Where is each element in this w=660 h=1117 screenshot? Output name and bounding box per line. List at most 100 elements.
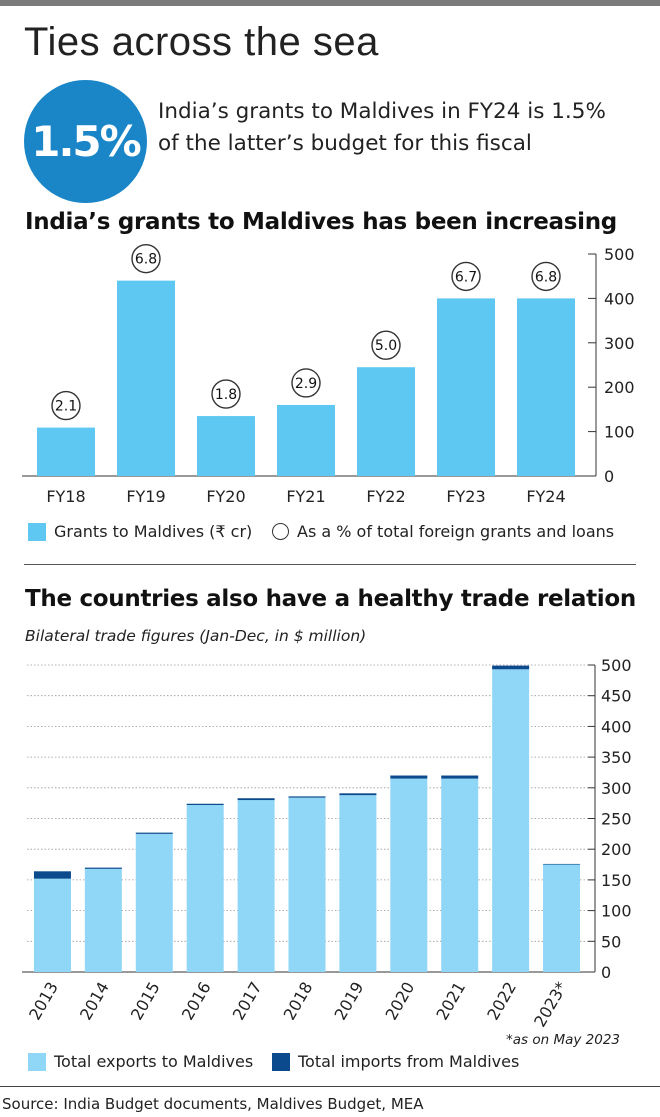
grants-y-tick-label: 100 bbox=[604, 423, 635, 442]
trade-exports-bar bbox=[84, 868, 122, 972]
highlight-circle: 1.5% bbox=[24, 80, 147, 203]
grants-x-tick-label: FY21 bbox=[286, 487, 325, 506]
trade-y-tick-label: 100 bbox=[601, 902, 632, 921]
trade-imports-bar bbox=[339, 793, 377, 796]
trade-x-tick-label: 2017 bbox=[229, 979, 266, 1024]
trade-y-tick-label: 400 bbox=[601, 717, 632, 736]
top-rule bbox=[0, 0, 660, 6]
trade-exports-bar bbox=[441, 778, 479, 972]
trade-x-tick-label: 2018 bbox=[280, 979, 317, 1024]
trade-x-tick-label: 2022 bbox=[483, 979, 520, 1024]
grants-chart: 0 100 200 300 400 500 2.1 FY18 6.8 FY19 1.8 FY20 2.9… bbox=[22, 243, 635, 506]
trade-x-tick-label: 2015 bbox=[127, 979, 164, 1024]
grants-percent-label: 2.1 bbox=[55, 399, 77, 415]
trade-x-tick-label: 2013 bbox=[25, 979, 62, 1024]
page-title: Ties across the sea bbox=[24, 20, 379, 64]
grants-percent-marker bbox=[211, 379, 241, 409]
trade-x-tick-label: 2023* bbox=[530, 979, 571, 1031]
trade-imports-bar bbox=[135, 832, 173, 834]
trade-y-tick-label: 50 bbox=[601, 932, 621, 951]
imports-legend-swatch bbox=[272, 1052, 290, 1071]
trade-legend-exports: Total exports to Maldives bbox=[28, 1052, 253, 1071]
grants-percent-marker bbox=[451, 261, 481, 292]
trade-exports-bar bbox=[339, 795, 377, 972]
trade-y-tick-label: 500 bbox=[601, 656, 632, 675]
grants-bar bbox=[277, 404, 335, 476]
trade-y-tick-label: 450 bbox=[601, 687, 632, 706]
grants-y-tick-label: 500 bbox=[604, 245, 635, 264]
trade-exports-bar bbox=[288, 797, 326, 972]
grants-bar bbox=[437, 298, 495, 476]
trade-imports-bar bbox=[237, 798, 275, 801]
grants-y-tick-label: 300 bbox=[604, 334, 635, 353]
grants-x-tick-label: FY18 bbox=[46, 487, 85, 506]
grants-percent-label: 5.0 bbox=[375, 338, 397, 354]
grants-percent-marker bbox=[131, 243, 161, 274]
grants-percent-marker bbox=[51, 390, 81, 421]
grants-legend-percent: As a % of total foreign grants and loans bbox=[272, 522, 614, 541]
source-note: Source: India Budget documents, Maldives… bbox=[2, 1095, 424, 1113]
grants-x-tick-label: FY20 bbox=[206, 487, 245, 506]
trade-exports-bar bbox=[492, 669, 530, 972]
grants-bar bbox=[357, 367, 415, 476]
highlight-text: India’s grants to Maldives in FY24 is 1.… bbox=[158, 99, 606, 156]
grants-bar bbox=[197, 416, 255, 476]
grants-y-tick-label: 0 bbox=[604, 467, 614, 486]
grants-y-tick-label: 200 bbox=[604, 378, 635, 397]
trade-imports-bar bbox=[543, 863, 581, 865]
grants-bar bbox=[517, 298, 575, 476]
trade-imports-bar bbox=[390, 775, 428, 779]
grants-y-tick-label: 400 bbox=[604, 289, 635, 308]
grants-percent-marker bbox=[291, 368, 321, 398]
grants-legend-percent-label: As a % of total foreign grants and loans bbox=[297, 522, 615, 541]
grants-percent-marker bbox=[531, 261, 561, 292]
trade-y-tick-label: 300 bbox=[601, 779, 632, 798]
trade-x-tick-label: 2016 bbox=[178, 979, 215, 1024]
grants-x-tick-label: FY19 bbox=[126, 487, 165, 506]
grants-x-tick-label: FY23 bbox=[446, 487, 485, 506]
grants-percent-label: 1.8 bbox=[215, 387, 237, 403]
trade-footnote: *as on May 2023 bbox=[506, 1032, 621, 1048]
trade-exports-bar bbox=[543, 864, 581, 972]
trade-chart-title: The countries also have a healthy trade … bbox=[25, 586, 636, 612]
grants-x-tick-label: FY24 bbox=[526, 487, 565, 506]
grants-bar bbox=[117, 280, 175, 476]
grants-chart-title: India’s grants to Maldives has been incr… bbox=[25, 209, 617, 235]
trade-x-tick-label: 2019 bbox=[331, 979, 368, 1024]
trade-imports-bar bbox=[33, 871, 71, 879]
trade-legend-imports-label: Total imports from Maldives bbox=[298, 1052, 520, 1071]
grants-x-tick-label: FY22 bbox=[366, 487, 405, 506]
trade-exports-bar bbox=[135, 833, 173, 972]
trade-legend-exports-label: Total exports to Maldives bbox=[54, 1052, 254, 1071]
trade-imports-bar bbox=[288, 796, 326, 798]
trade-y-tick-label: 200 bbox=[601, 840, 632, 859]
trade-exports-bar bbox=[390, 778, 428, 972]
trade-imports-bar bbox=[186, 803, 224, 805]
trade-imports-bar bbox=[441, 775, 479, 779]
trade-chart: 0 50 100 150 200 250 300 350 400 450 500 2013 2014 20… bbox=[22, 656, 632, 1031]
trade-exports-bar bbox=[186, 804, 224, 972]
trade-x-tick-label: 2014 bbox=[76, 979, 113, 1024]
trade-exports-bar bbox=[33, 878, 71, 972]
grants-percent-label: 6.8 bbox=[135, 252, 157, 268]
bottom-rule bbox=[0, 1086, 660, 1087]
highlight-value: 1.5% bbox=[31, 117, 141, 166]
section-divider bbox=[24, 564, 636, 565]
trade-x-tick-label: 2020 bbox=[381, 979, 418, 1024]
trade-y-tick-label: 250 bbox=[601, 810, 632, 829]
grants-legend-bars: Grants to Maldives (₹ cr) bbox=[28, 522, 252, 541]
grants-percent-label: 6.7 bbox=[455, 269, 477, 285]
trade-y-tick-label: 350 bbox=[601, 748, 632, 767]
grants-percent-label: 6.8 bbox=[535, 269, 557, 285]
grants-percent-marker bbox=[371, 330, 401, 360]
trade-legend-imports: Total imports from Maldives bbox=[272, 1052, 519, 1071]
trade-y-tick-label: 0 bbox=[601, 963, 611, 982]
trade-chart-subtitle: Bilateral trade figures (Jan-Dec, in $ m… bbox=[25, 627, 367, 645]
trade-imports-bar bbox=[492, 665, 530, 670]
trade-imports-bar bbox=[84, 867, 122, 869]
grants-bar bbox=[37, 427, 95, 476]
grants-legend-bars-label: Grants to Maldives (₹ cr) bbox=[54, 522, 253, 541]
circle-outline-icon bbox=[272, 523, 289, 540]
trade-exports-bar bbox=[237, 800, 275, 972]
trade-x-tick-label: 2021 bbox=[432, 979, 469, 1024]
